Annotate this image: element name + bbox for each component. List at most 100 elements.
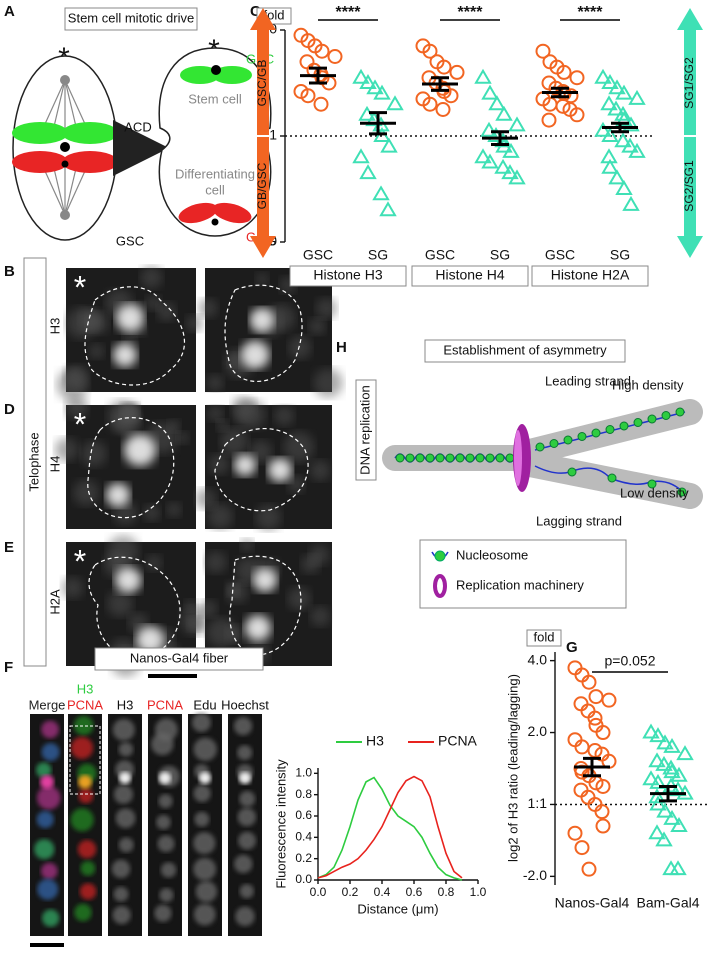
legend-machinery bbox=[433, 574, 447, 598]
y-tick-label: 0.0 bbox=[295, 872, 312, 886]
fiber-signal bbox=[157, 835, 175, 853]
data-point bbox=[595, 778, 611, 794]
speckle bbox=[206, 374, 224, 392]
fiber-signal bbox=[160, 862, 177, 878]
legend-box bbox=[419, 539, 627, 609]
chromatin bbox=[245, 615, 271, 641]
chromatid bbox=[180, 66, 220, 84]
speckle bbox=[140, 266, 163, 289]
fiber-signal bbox=[193, 737, 217, 761]
nucleosome bbox=[395, 453, 405, 463]
kinetochore bbox=[60, 142, 70, 152]
speckle bbox=[283, 431, 315, 463]
data-point bbox=[615, 180, 633, 195]
x-tick-label: Bam-Gal4 bbox=[636, 895, 699, 911]
chromatin bbox=[268, 458, 292, 482]
fiber-signal bbox=[154, 904, 172, 922]
kinetochore bbox=[211, 218, 219, 226]
fiber-signal bbox=[40, 862, 58, 880]
fiber-spot bbox=[40, 775, 54, 789]
fiber-signal bbox=[195, 880, 218, 903]
data-point bbox=[373, 84, 391, 100]
fiber-signal bbox=[194, 811, 210, 827]
speckle bbox=[56, 368, 89, 401]
chromatid bbox=[12, 122, 68, 144]
data-point bbox=[501, 164, 519, 180]
y-tick-label: -2.0 bbox=[523, 867, 547, 883]
data-point bbox=[508, 169, 526, 185]
nucleosome bbox=[563, 435, 573, 445]
micrographs: GSC SG Telophase H3 H4 H2A *** bbox=[23, 233, 343, 677]
nucleosome bbox=[633, 418, 643, 427]
speckle bbox=[206, 617, 236, 647]
y-tick-label: 0.4 bbox=[295, 830, 312, 844]
speckle bbox=[88, 343, 105, 359]
data-point bbox=[372, 185, 390, 201]
speckle bbox=[176, 431, 189, 445]
fiber-signal bbox=[112, 905, 131, 925]
data-point bbox=[655, 831, 673, 847]
speckle bbox=[81, 440, 107, 467]
panel-label: A bbox=[4, 3, 15, 20]
title-box bbox=[424, 339, 626, 363]
data-point bbox=[581, 861, 597, 877]
nucleosome bbox=[415, 453, 425, 463]
speckle bbox=[216, 419, 229, 432]
speckle bbox=[308, 318, 326, 335]
lane-label: H3 bbox=[117, 697, 134, 712]
speckle bbox=[231, 396, 256, 421]
speckle bbox=[274, 405, 295, 426]
y-tick-label: 0.8 bbox=[295, 787, 312, 801]
differentiating-label: cell bbox=[205, 182, 225, 197]
fiber-signal bbox=[193, 857, 217, 881]
data-point bbox=[600, 95, 618, 111]
fiber-signal bbox=[193, 832, 216, 855]
speckle bbox=[249, 440, 273, 464]
fiber-signal bbox=[74, 903, 92, 922]
chromatin bbox=[124, 434, 156, 466]
nucleosome bbox=[607, 473, 617, 483]
speckle bbox=[208, 454, 229, 475]
data-point bbox=[608, 79, 626, 95]
data-point bbox=[474, 68, 492, 84]
fiber-signal bbox=[239, 790, 256, 807]
x-tick-label: 0.2 bbox=[342, 885, 359, 899]
data-point bbox=[567, 825, 583, 841]
y-tick-label: 0.6 bbox=[295, 808, 312, 822]
speckle bbox=[195, 488, 217, 510]
asterisk: * bbox=[74, 269, 86, 305]
stem-cell-label: Stem cell bbox=[188, 91, 242, 106]
side-label: SG2/SG1 bbox=[682, 160, 696, 212]
side-arrow bbox=[677, 8, 703, 258]
nucleosome bbox=[549, 439, 559, 448]
panel-label: E bbox=[4, 539, 14, 556]
chromatin bbox=[116, 304, 144, 332]
panel-label: B bbox=[4, 263, 15, 280]
speckle bbox=[310, 606, 331, 627]
data-point bbox=[594, 121, 612, 137]
chromatin bbox=[115, 567, 141, 593]
data-point bbox=[569, 70, 585, 86]
fiber-signal bbox=[191, 713, 211, 733]
fiber-signal bbox=[158, 794, 173, 809]
fiber-signal bbox=[113, 784, 134, 805]
panel-h: Establishment of asymmetry DNA replicati… bbox=[355, 339, 703, 609]
cell-outline bbox=[224, 284, 303, 382]
nucleosome bbox=[577, 432, 587, 441]
fiber-spot bbox=[119, 772, 131, 784]
fiber-signal bbox=[237, 745, 253, 761]
panel-labels: A B C D E F G H bbox=[4, 3, 578, 676]
data-point bbox=[300, 88, 316, 104]
data-point bbox=[502, 142, 520, 158]
data-point bbox=[648, 824, 666, 840]
x-tick-label: 0.0 bbox=[310, 885, 327, 899]
chromatin bbox=[253, 568, 277, 592]
data-point bbox=[443, 88, 459, 104]
nucleosome bbox=[591, 428, 601, 438]
data-point bbox=[313, 96, 329, 112]
data-point bbox=[581, 674, 597, 690]
data-point bbox=[601, 74, 619, 89]
chromatid bbox=[212, 202, 252, 224]
fiber-signal bbox=[41, 742, 60, 762]
